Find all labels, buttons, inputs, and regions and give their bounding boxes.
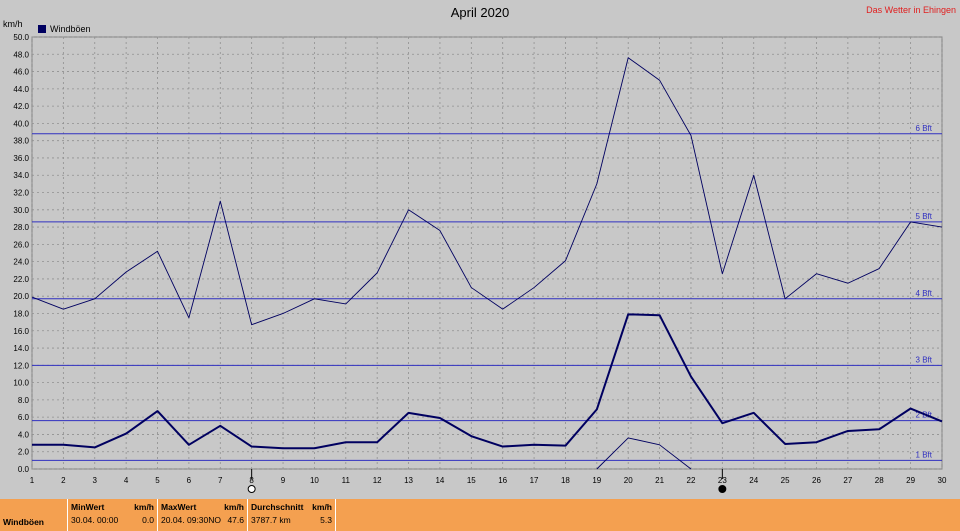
x-tick-label: 16 (498, 476, 507, 485)
x-tick-label: 11 (342, 476, 351, 485)
series-line-avg (32, 313, 943, 450)
y-tick-label: 0.0 (18, 465, 30, 474)
statistics-footer: Windböen MinWert km/h 30.04. 00:00 0.0 Max… (0, 499, 960, 531)
x-tick-label: 23 (718, 476, 727, 485)
series-line-max (31, 57, 943, 326)
y-tick-label: 18.0 (13, 309, 29, 318)
y-tick-label: 8.0 (18, 396, 30, 405)
x-tick-label: 20 (624, 476, 633, 485)
brand-label: Das Wetter in Ehingen (866, 5, 956, 15)
x-tick-label: 9 (281, 476, 286, 485)
y-tick-label: 4.0 (18, 430, 30, 439)
y-tick-label: 22.0 (13, 275, 29, 284)
y-tick-label: 44.0 (13, 85, 29, 94)
y-tick-label: 32.0 (13, 189, 29, 198)
avg-unit: km/h (312, 502, 332, 512)
x-tick-label: 29 (906, 476, 915, 485)
y-tick-label: 28.0 (13, 223, 29, 232)
y-tick-label: 46.0 (13, 68, 29, 77)
footer-min: MinWert km/h 30.04. 00:00 0.0 (68, 499, 158, 531)
footer-empty (336, 499, 960, 531)
x-tick-label: 8 (249, 476, 254, 485)
y-tick-label: 42.0 (13, 102, 29, 111)
min-label: MinWert (71, 502, 105, 512)
x-tick-label: 5 (155, 476, 160, 485)
x-tick-label: 24 (749, 476, 758, 485)
max-value: 47.6 (227, 515, 244, 525)
y-tick-label: 10.0 (13, 379, 29, 388)
x-tick-label: 7 (218, 476, 223, 485)
avg-value: 5.3 (320, 515, 332, 525)
full-moon-icon (247, 485, 256, 493)
x-tick-label: 21 (655, 476, 664, 485)
y-unit-label: km/h (3, 19, 23, 29)
y-tick-label: 50.0 (13, 33, 29, 42)
x-tick-label: 22 (687, 476, 696, 485)
x-tick-label: 25 (781, 476, 790, 485)
x-tick-label: 3 (93, 476, 98, 485)
legend-swatch (38, 25, 46, 33)
x-tick-label: 15 (467, 476, 476, 485)
min-when: 30.04. 00:00 (71, 515, 119, 525)
y-tick-label: 24.0 (13, 258, 29, 267)
y-tick-label: 14.0 (13, 344, 29, 353)
y-tick-label: 2.0 (18, 448, 30, 457)
x-tick-label: 2 (61, 476, 66, 485)
min-value: 0.0 (142, 515, 154, 525)
avg-when: 3787.7 km (251, 515, 291, 525)
beaufort-label: 6 Bft (916, 124, 933, 133)
x-tick-label: 4 (124, 476, 129, 485)
x-tick-label: 1 (30, 476, 35, 485)
footer-max: MaxWert km/h 20.04. 09:30NO 47.6 (158, 499, 248, 531)
y-tick-label: 34.0 (13, 171, 29, 180)
x-tick-label: 12 (373, 476, 382, 485)
chart-title: April 2020 (450, 5, 510, 20)
y-tick-label: 48.0 (13, 50, 29, 59)
x-tick-label: 26 (812, 476, 821, 485)
x-tick-label: 19 (592, 476, 601, 485)
footer-series-name: Windböen (0, 499, 68, 531)
x-tick-label: 17 (530, 476, 539, 485)
y-tick-label: 26.0 (13, 240, 29, 249)
axes: 0.0 2.0 4.0 6.0 8.0 10.0 12.0 14.0 16.0 18.0 20.0 2… (13, 33, 947, 485)
beaufort-label: 1 Bft (916, 450, 933, 459)
series-lines (31, 57, 943, 470)
max-unit: km/h (224, 502, 244, 512)
series-line-min (596, 437, 692, 470)
x-tick-label: 10 (310, 476, 319, 485)
y-tick-label: 36.0 (13, 154, 29, 163)
beaufort-label: 3 Bft (916, 355, 933, 364)
x-tick-label: 28 (875, 476, 884, 485)
plot-frame (31, 36, 943, 470)
y-tick-label: 12.0 (13, 361, 29, 370)
y-tick-label: 6.0 (18, 413, 30, 422)
y-tick-label: 30.0 (13, 206, 29, 215)
moon-phases (247, 469, 727, 493)
x-tick-label: 30 (938, 476, 947, 485)
beaufort-label: 5 Bft (916, 212, 933, 221)
legend-label: Windböen (50, 24, 91, 34)
grid (31, 36, 943, 470)
legend: Windböen (38, 24, 91, 34)
x-tick-label: 6 (187, 476, 192, 485)
x-tick-label: 27 (843, 476, 852, 485)
y-tick-label: 38.0 (13, 137, 29, 146)
footer-avg: Durchschnitt km/h 3787.7 km 5.3 (248, 499, 336, 531)
max-when: 20.04. 09:30NO (161, 515, 222, 525)
max-label: MaxWert (161, 502, 197, 512)
y-tick-label: 40.0 (13, 119, 29, 128)
beaufort-label: 4 Bft (916, 289, 933, 298)
y-tick-label: 16.0 (13, 327, 29, 336)
new-moon-icon (718, 485, 727, 493)
x-tick-label: 13 (404, 476, 413, 485)
avg-label: Durchschnitt (251, 502, 304, 512)
min-unit: km/h (134, 502, 154, 512)
x-tick-label: 14 (435, 476, 444, 485)
x-tick-label: 18 (561, 476, 570, 485)
y-tick-label: 20.0 (13, 292, 29, 301)
